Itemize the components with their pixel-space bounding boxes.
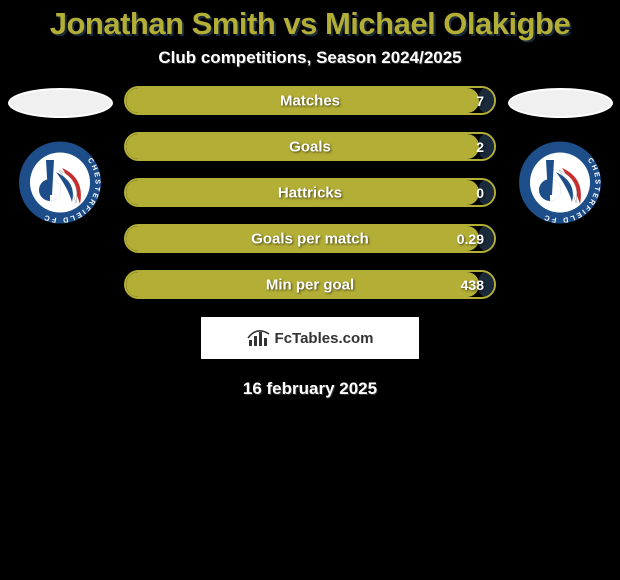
stat-bar-label: Min per goal [266, 276, 354, 293]
stat-bar-value-right: 0.29 [457, 231, 484, 247]
stat-bar-label: Matches [280, 92, 340, 109]
chesterfield-crest-icon: CHESTERFIELD FC [510, 140, 610, 225]
stat-bars: Matches 7 Goals 2 Hattricks 0 Goals per match 0… [120, 86, 500, 299]
player-left-column: CHESTERFIELD FC [0, 82, 120, 225]
fctables-logo-box: FcTables.com [201, 317, 419, 359]
stat-bar-label: Goals per match [251, 230, 369, 247]
stat-bar: Matches 7 [124, 86, 496, 115]
stat-bar-value-right: 438 [461, 277, 484, 293]
stat-bar: Goals per match 0.29 [124, 224, 496, 253]
stat-bar-value-right: 2 [476, 139, 484, 155]
player-right-shadow [508, 88, 613, 118]
stat-bar-label: Goals [289, 138, 331, 155]
page-root: Jonathan Smith vs Michael Olakigbe Club … [0, 6, 620, 580]
fctables-logo-text: FcTables.com [275, 330, 374, 347]
stat-bar-label: Hattricks [278, 184, 342, 201]
player-left-crest: CHESTERFIELD FC [10, 140, 110, 225]
player-right-column: CHESTERFIELD FC [500, 82, 620, 225]
stat-bar-value-right: 0 [476, 185, 484, 201]
stat-bar: Min per goal 438 [124, 270, 496, 299]
comparison-row: CHESTERFIELD FC Matches 7 Goals 2 Hattricks 0… [0, 82, 620, 299]
page-subtitle: Club competitions, Season 2024/2025 [0, 48, 620, 68]
player-right-crest: CHESTERFIELD FC [510, 140, 610, 225]
chesterfield-crest-icon: CHESTERFIELD FC [10, 140, 110, 225]
page-title: Jonathan Smith vs Michael Olakigbe [0, 6, 620, 42]
stat-bar: Goals 2 [124, 132, 496, 161]
player-left-shadow [8, 88, 113, 118]
stat-bar: Hattricks 0 [124, 178, 496, 207]
bar-chart-icon [247, 328, 271, 348]
footer-date: 16 february 2025 [0, 379, 620, 399]
stat-bar-value-right: 7 [476, 93, 484, 109]
